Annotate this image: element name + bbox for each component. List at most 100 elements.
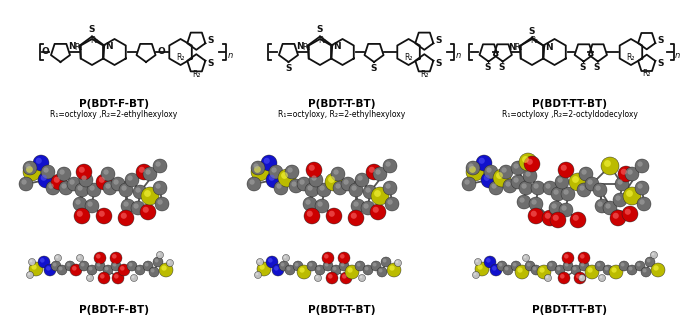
Circle shape [284, 256, 286, 258]
Circle shape [651, 253, 654, 255]
Circle shape [570, 212, 586, 228]
Circle shape [358, 175, 362, 181]
Circle shape [604, 160, 611, 167]
Circle shape [89, 185, 95, 191]
Circle shape [339, 261, 349, 271]
Circle shape [562, 205, 566, 211]
Circle shape [572, 176, 579, 183]
Circle shape [131, 274, 138, 282]
Circle shape [140, 204, 156, 220]
Circle shape [114, 180, 119, 185]
Circle shape [312, 175, 316, 181]
Circle shape [597, 201, 603, 207]
Circle shape [114, 274, 119, 279]
Circle shape [43, 167, 49, 173]
Circle shape [249, 180, 255, 185]
Circle shape [86, 274, 93, 282]
Text: n: n [227, 51, 233, 60]
Circle shape [381, 257, 391, 267]
Circle shape [389, 266, 395, 271]
Circle shape [256, 273, 258, 275]
Circle shape [331, 167, 345, 181]
Text: S: S [435, 36, 442, 45]
Circle shape [105, 183, 111, 189]
Circle shape [251, 161, 265, 175]
Circle shape [545, 274, 551, 282]
Circle shape [486, 167, 492, 173]
Circle shape [349, 183, 363, 197]
Circle shape [110, 252, 122, 264]
Circle shape [569, 173, 587, 191]
Circle shape [46, 266, 51, 271]
Text: R₁: R₁ [318, 36, 326, 45]
Circle shape [118, 264, 130, 276]
Circle shape [551, 203, 557, 209]
Circle shape [282, 254, 290, 262]
Circle shape [625, 209, 631, 215]
Circle shape [496, 172, 503, 179]
Circle shape [534, 183, 538, 189]
Circle shape [67, 177, 81, 191]
Circle shape [46, 181, 60, 195]
Circle shape [281, 172, 288, 179]
Circle shape [481, 172, 497, 188]
Circle shape [492, 266, 497, 271]
Circle shape [88, 201, 92, 207]
Circle shape [573, 215, 579, 221]
Circle shape [315, 265, 325, 275]
Circle shape [621, 169, 627, 175]
Circle shape [639, 199, 645, 205]
Circle shape [137, 267, 140, 270]
Circle shape [606, 203, 611, 209]
Circle shape [291, 181, 297, 187]
Circle shape [490, 264, 502, 276]
Circle shape [564, 263, 569, 267]
Text: R₁: R₁ [303, 43, 311, 51]
Circle shape [529, 197, 543, 211]
Circle shape [256, 259, 264, 266]
Text: O: O [157, 47, 165, 57]
Circle shape [651, 263, 665, 277]
Circle shape [383, 159, 397, 173]
Circle shape [627, 265, 637, 275]
Circle shape [66, 263, 71, 267]
Circle shape [357, 263, 360, 267]
Circle shape [475, 259, 482, 266]
Circle shape [386, 183, 390, 189]
Text: P(BDT-F-BT): P(BDT-F-BT) [79, 99, 149, 109]
Circle shape [100, 274, 105, 279]
Circle shape [557, 267, 560, 270]
Circle shape [59, 267, 62, 270]
Circle shape [629, 267, 632, 270]
Circle shape [348, 210, 364, 226]
Circle shape [564, 254, 569, 259]
Circle shape [466, 161, 480, 175]
Circle shape [383, 181, 397, 195]
Circle shape [549, 263, 553, 267]
Circle shape [119, 183, 133, 197]
Circle shape [336, 183, 340, 189]
Circle shape [29, 262, 43, 276]
Circle shape [499, 263, 503, 267]
Text: S: S [316, 26, 323, 35]
Circle shape [69, 180, 75, 185]
Text: R₂: R₂ [404, 53, 413, 62]
Circle shape [377, 267, 387, 277]
Circle shape [388, 199, 393, 205]
Circle shape [303, 197, 317, 211]
Circle shape [55, 256, 58, 258]
Circle shape [365, 187, 371, 193]
Circle shape [645, 257, 655, 267]
Text: R₂: R₂ [176, 53, 185, 62]
Circle shape [484, 165, 498, 179]
Circle shape [375, 169, 381, 175]
Circle shape [87, 265, 97, 275]
Circle shape [563, 261, 573, 271]
Circle shape [76, 164, 92, 180]
Circle shape [603, 265, 613, 275]
Circle shape [333, 181, 347, 195]
Text: S: S [208, 36, 214, 45]
Circle shape [486, 258, 490, 263]
Circle shape [364, 267, 369, 270]
Text: S: S [89, 26, 95, 35]
